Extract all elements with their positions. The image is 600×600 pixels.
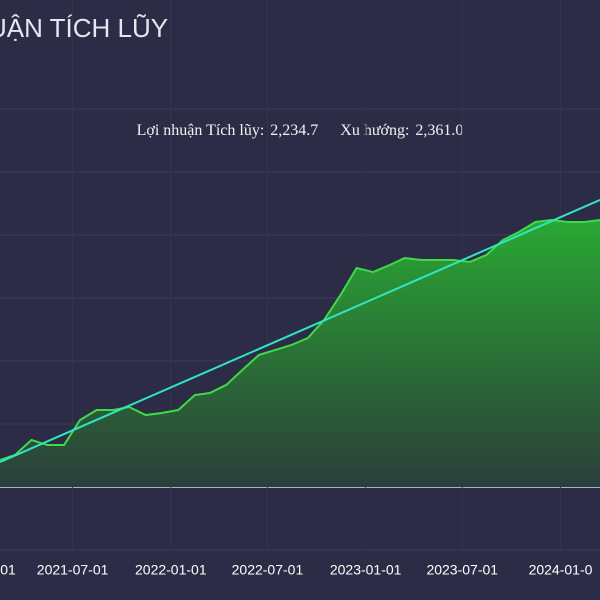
area-fill [0,220,600,487]
trend-line [0,199,600,463]
readout-name: Lợi nhuận Tích lũy: [137,122,265,139]
chart-title: UẬN TÍCH LŨY [0,13,168,43]
readout-value: 2,361.0 [415,122,463,139]
x-tick-label: 2023-01-01 [330,562,402,578]
readout-value: 2,234.7 [270,122,318,139]
x-tick-label: 2021-07-01 [37,562,109,578]
x-tick-label: 01 [0,562,16,578]
x-tick-label: 2022-01-01 [135,562,207,578]
readout: Lợi nhuận Tích lũy: 2,234.7 Xu hướng: 2,361… [137,122,464,139]
x-tick-label: 2024-01-0 [529,562,593,578]
readout-name: Xu hướng: [340,122,409,139]
x-tick-label: 2023-07-01 [426,562,498,578]
x-tick-label: 2022-07-01 [232,562,304,578]
